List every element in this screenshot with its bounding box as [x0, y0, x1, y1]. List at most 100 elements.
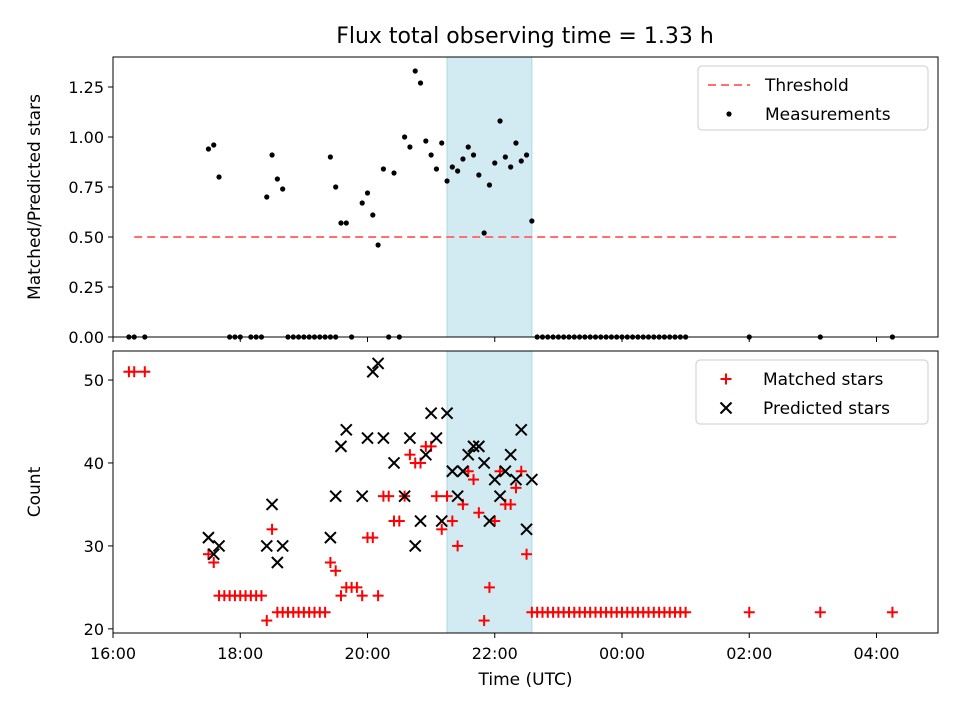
measurement-point: [476, 172, 482, 178]
predicted-point-b: [456, 465, 470, 478]
y-axis-label: Count: [25, 466, 45, 517]
predicted-point: [414, 514, 427, 528]
y-axis-label: Matched/Predicted stars: [25, 94, 45, 300]
predicted-point-b: [424, 406, 438, 420]
matched-point: [483, 581, 495, 593]
predicted-point: [409, 539, 422, 553]
legend-label: Threshold: [764, 76, 849, 96]
x-tick-label: 22:00: [472, 644, 518, 663]
predicted-point-b: [355, 489, 369, 503]
predicted-point: [271, 556, 284, 569]
predicted-point: [515, 423, 528, 437]
count-panel: 20 30 40 50 16:00 18:00 20:00 22:00 00:00 02:00 04…: [25, 350, 939, 690]
x-tick-label: 20:00: [344, 644, 390, 663]
predicted-point-b: [387, 456, 401, 470]
matched-point: [335, 590, 347, 602]
y-tick-label: 30: [84, 537, 104, 556]
measurement-point: [481, 230, 487, 236]
measurement-point: [280, 186, 286, 192]
predicted-point: [371, 357, 385, 370]
measurement-point: [391, 170, 397, 176]
predicted-point-b: [324, 531, 337, 544]
predicted-point-b: [276, 539, 289, 553]
highlight-span: [446, 56, 533, 338]
y-tick-label: 0.50: [68, 228, 104, 247]
x-axis-label: Time (UTC): [478, 670, 573, 690]
y-tick-label: 40: [84, 454, 104, 473]
predicted-point: [366, 365, 380, 378]
matched-point: [208, 557, 220, 568]
legend-predicted-swatch: [719, 401, 733, 415]
ratio-panel: 0.00 0.25 0.50 0.75 1.00 1.25 Matched/Predicte…: [25, 56, 939, 347]
predicted-point-b: [430, 431, 443, 445]
predicted-point-b: [440, 406, 454, 420]
predicted-point: [446, 465, 459, 478]
matched-point: [324, 557, 336, 568]
predicted-point: [472, 440, 486, 453]
predicted-point: [334, 440, 348, 453]
predicted-point-b: [467, 440, 480, 453]
axes-frame: [112, 350, 939, 634]
predicted-point: [260, 539, 273, 553]
legend-label: Predicted stars: [763, 399, 890, 419]
measurement-point: [523, 152, 530, 158]
measurement-point: [518, 158, 524, 164]
predicted-point: [504, 448, 517, 461]
predicted-point-b: [462, 448, 475, 461]
predicted-point-b: [340, 423, 353, 437]
y-tick-label: 0.00: [68, 328, 104, 347]
predicted-point: [403, 431, 417, 445]
measurement-point: [375, 242, 381, 248]
matched-point: [261, 615, 273, 627]
measurement-point: [486, 182, 493, 188]
legend-matched-swatch: [720, 373, 732, 385]
matched-point: [814, 606, 826, 618]
predicted-point: [387, 456, 401, 470]
matched-point: [521, 548, 533, 560]
measurement-point: [508, 164, 514, 170]
predicted-point-b: [504, 448, 517, 461]
predicted-point-b: [451, 489, 464, 503]
matched-point: [473, 507, 485, 519]
matched-point: [441, 490, 453, 502]
matched-point: [139, 366, 151, 378]
predicted-point-b: [499, 465, 512, 478]
matched-point: [468, 474, 480, 486]
predicted-point: [451, 489, 464, 503]
predicted-point: [419, 448, 433, 461]
matched-point: [202, 548, 214, 560]
matched-point: [319, 606, 331, 618]
predicted-point-b: [403, 431, 417, 445]
matched-point: [452, 540, 464, 552]
matched-point: [356, 590, 368, 602]
measurement-point: [333, 184, 339, 190]
predicted-point-b: [366, 365, 380, 378]
predicted-point-b: [371, 357, 385, 370]
legend: Threshold Measurements: [697, 65, 929, 131]
predicted-point-b: [435, 514, 448, 528]
measurement-point: [338, 220, 344, 226]
predicted-point: [435, 514, 448, 528]
predicted-point: [361, 431, 374, 445]
matched-point: [393, 515, 405, 527]
measurement-point: [216, 174, 222, 180]
matched-point: [330, 565, 342, 577]
matched-point: [680, 606, 692, 618]
measurement-point: [439, 140, 445, 146]
measurement-point: [274, 176, 280, 182]
matched-point: [383, 490, 395, 502]
predicted-point: [340, 423, 353, 437]
predicted-point-b: [515, 423, 528, 437]
predicted-point-b: [483, 514, 496, 528]
measurement-point: [455, 168, 461, 174]
measurement-point: [364, 190, 371, 196]
measurement-point: [327, 154, 333, 160]
measurement-point: [513, 140, 519, 146]
measurement-point: [502, 154, 508, 160]
y-tick-label: 0.25: [68, 278, 104, 297]
predicted-point-b: [361, 431, 374, 445]
matched-point: [430, 490, 442, 502]
predicted-point-b: [398, 489, 411, 503]
legend-box: [695, 359, 929, 425]
predicted-point-b: [525, 473, 539, 486]
